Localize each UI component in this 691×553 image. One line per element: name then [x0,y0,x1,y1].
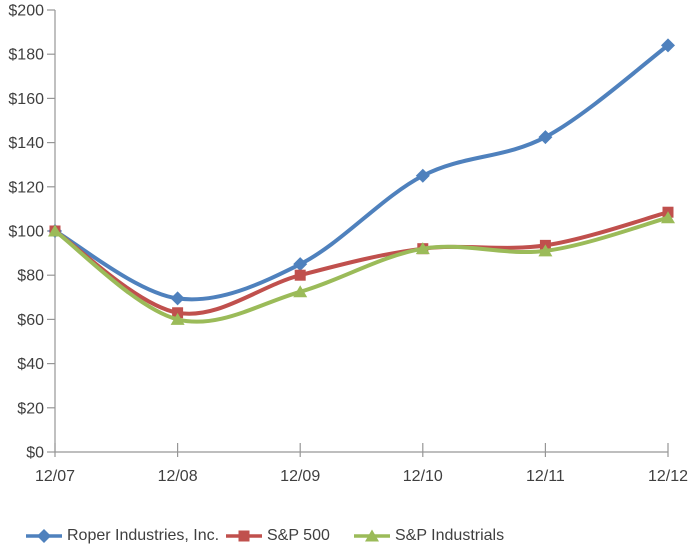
series-2 [48,211,675,325]
series-2-triangle-marker [48,224,62,237]
legend-item-sp500: S&P 500 [226,527,330,545]
spindustrials-line-triangle-icon [354,528,390,544]
series-2-triangle-marker [538,244,553,257]
legend-2-triangle-marker [365,529,379,542]
y-axis-label: $120 [8,179,44,196]
legend-marker-svg [354,529,390,542]
series-2-triangle-marker [170,312,185,325]
x-axis-label: 12/07 [35,468,75,485]
series-0-diamond-marker [415,168,430,183]
y-axis-label: $100 [8,224,44,241]
series-0-diamond-marker [538,130,553,145]
legend-1-square-marker [238,530,250,542]
legend-0-diamond-marker [37,529,51,543]
legend-marker-svg [26,529,62,543]
series-1-square-marker [294,269,306,281]
y-axis-label: $60 [17,312,44,329]
series-2-triangle-marker [293,285,308,298]
legend-marker-svg [226,530,262,542]
series-1-square-marker [172,307,184,319]
roper-line-diamond-icon [26,528,62,544]
sp500-line-square-icon [226,528,262,544]
series-line-0 [53,43,670,302]
x-axis-label: 12/10 [403,468,443,485]
x-axis-label: 12/08 [158,468,198,485]
plot-area: $0 $20 $40 $60 $80 $100 $120 $140 $160 $180 $200 12… [8,3,688,486]
series-2-triangle-marker [661,211,675,224]
series-0-diamond-marker [293,257,308,272]
legend-item-spindustrials: S&P Industrials [354,527,504,545]
series-0 [48,38,675,306]
y-axis-label: $180 [8,47,44,64]
series-0-diamond-marker [661,38,675,53]
y-axis-label: $160 [8,91,44,108]
legend-label-roper: Roper Industries, Inc. [67,527,220,544]
series-line-2 [53,215,670,324]
series-0-diamond-marker [170,291,185,306]
series-line-1 [53,210,670,316]
x-axis-label: 12/09 [280,468,320,485]
legend-label-sp500: S&P 500 [267,527,330,544]
y-axis-label: $80 [17,268,44,285]
x-axis-label: 12/11 [526,468,565,485]
series-2-triangle-marker [415,242,430,255]
y-axis-label: $200 [8,3,44,20]
y-axis-label: $40 [17,356,44,373]
y-axis-label: $20 [17,400,44,417]
y-axis-label: $0 [26,445,44,462]
x-axis-label: 12/12 [648,468,688,485]
y-axis-label: $140 [8,135,44,152]
legend-label-spindustrials: S&P Industrials [395,527,505,544]
legend-item-roper: Roper Industries, Inc. [26,527,219,545]
